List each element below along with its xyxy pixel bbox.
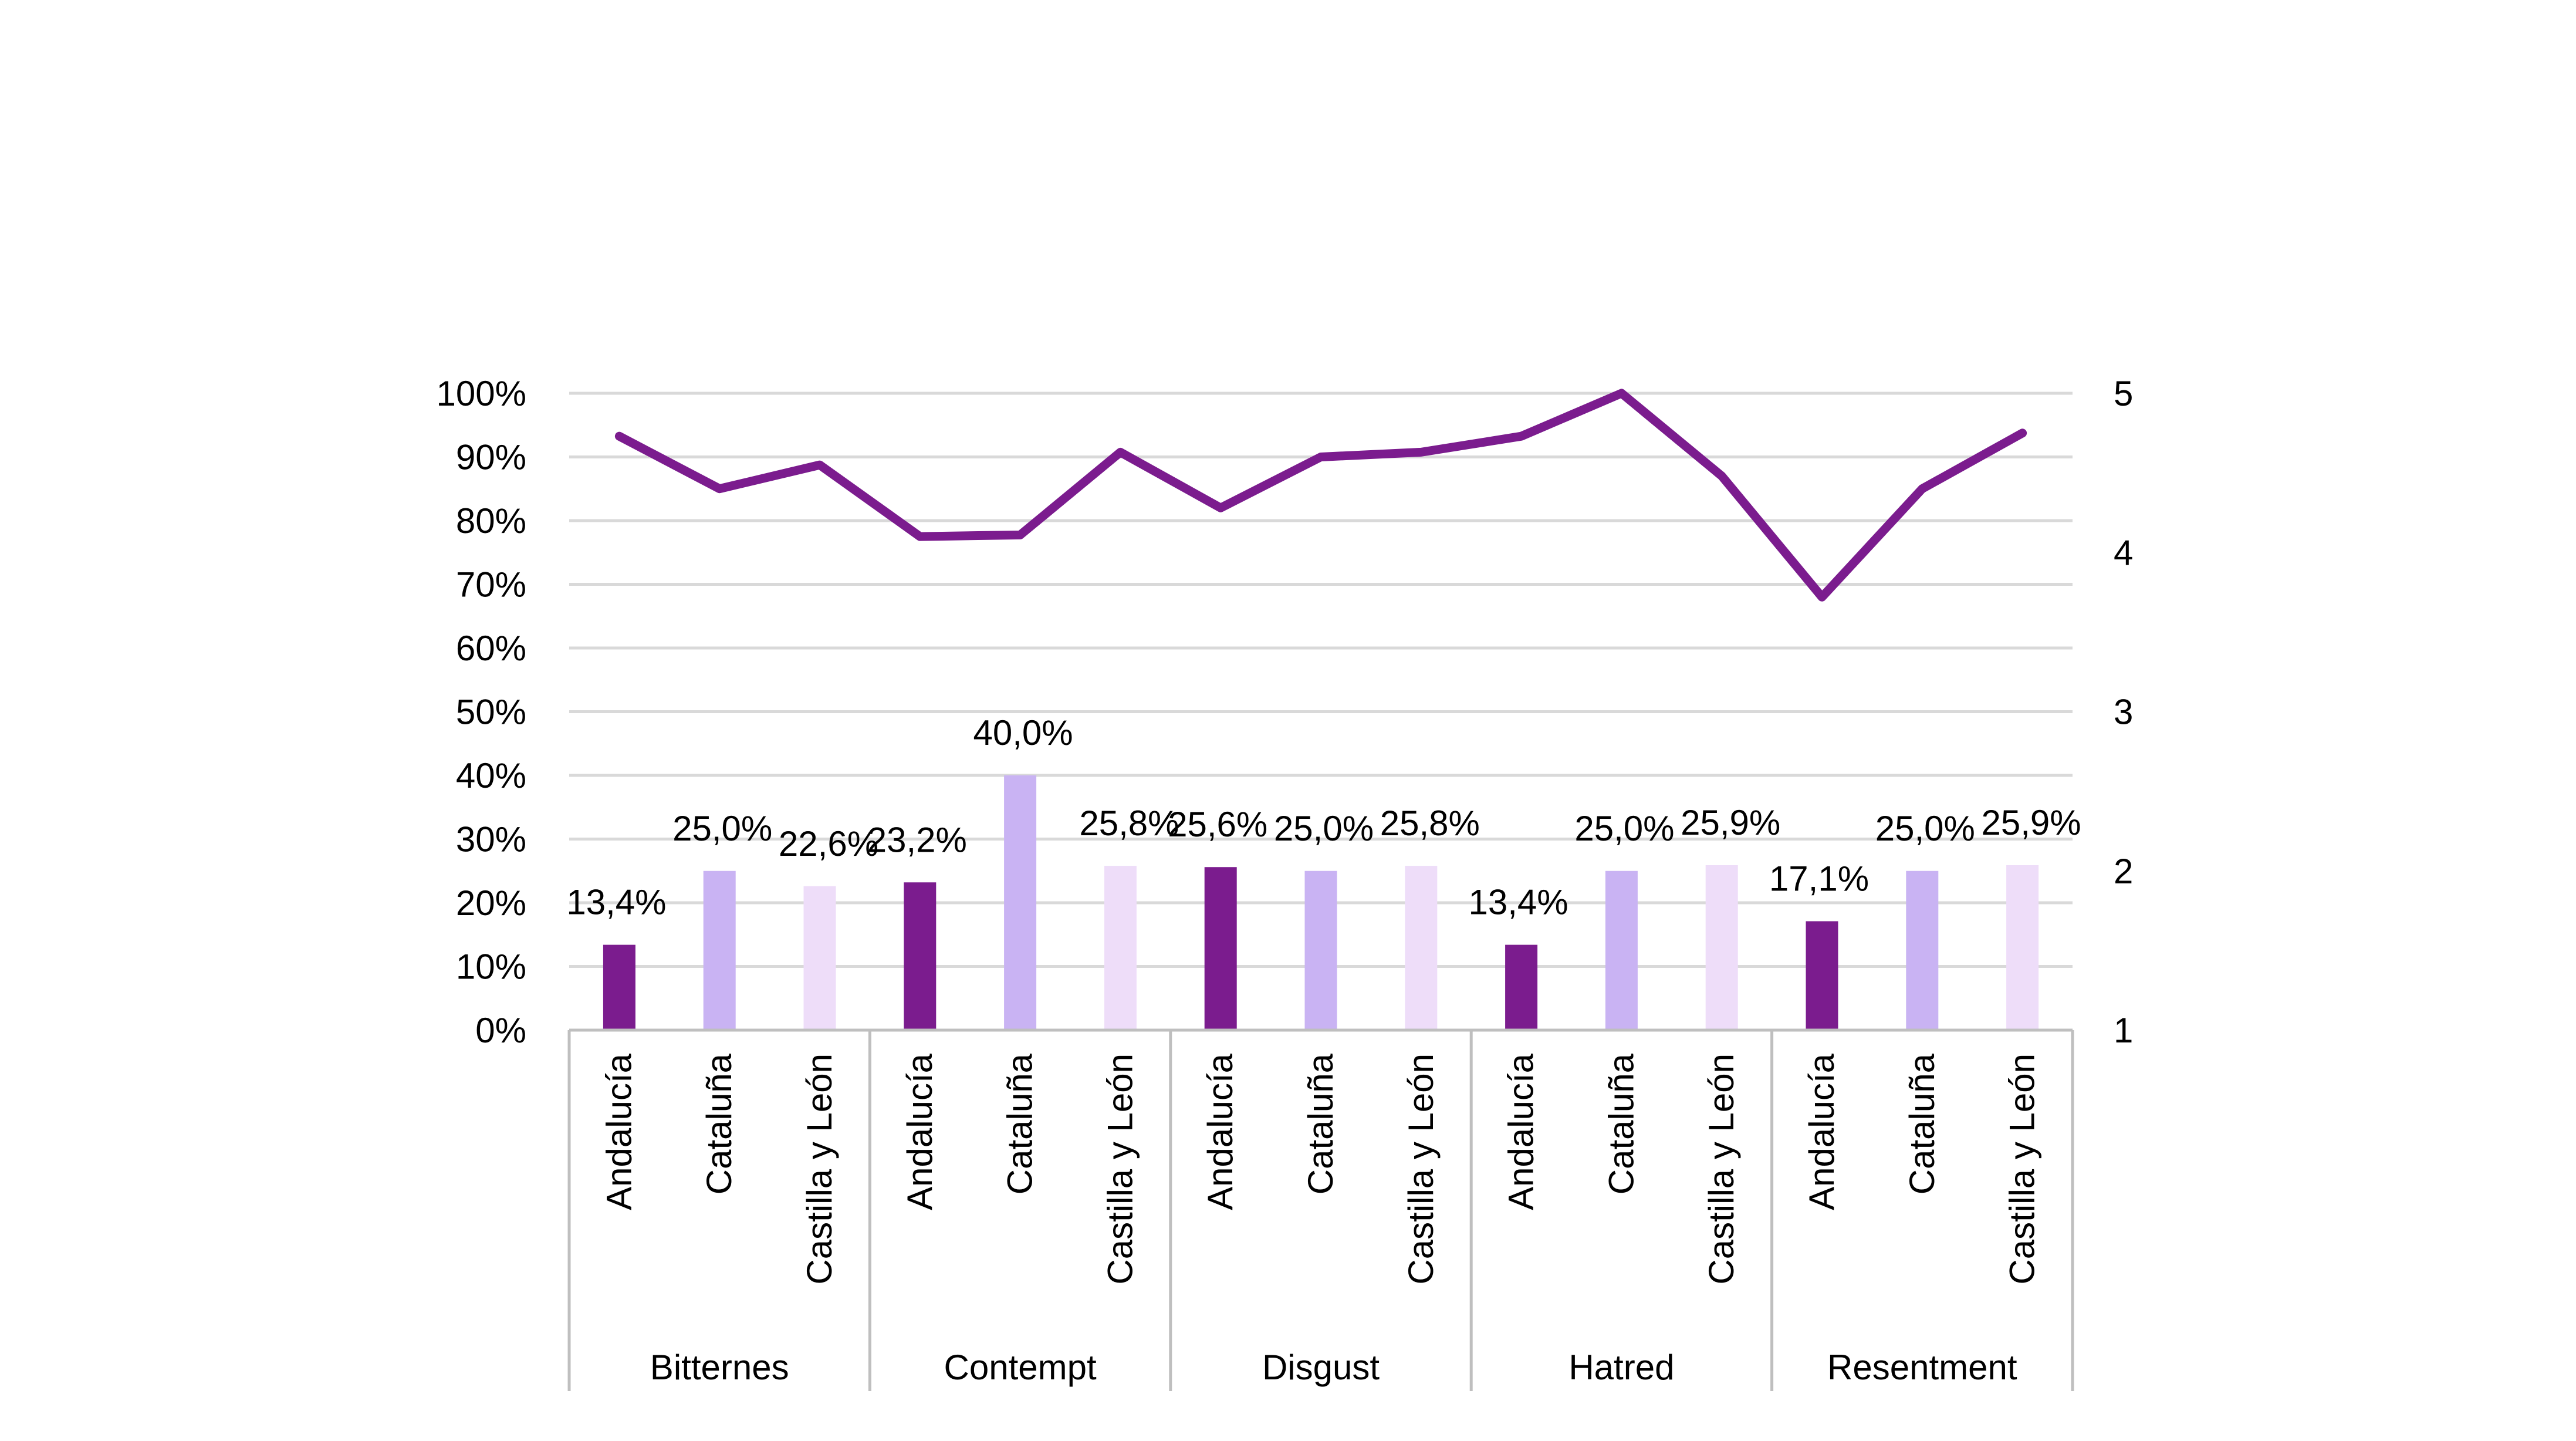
category-label: Andalucía xyxy=(1502,1053,1541,1210)
line-point xyxy=(618,436,620,437)
bar-data-labels: 13,4%25,0% 22,6%23,2%40,0%25,8%25,6% 25,0%… xyxy=(566,713,2081,922)
left-axis-ticks: 0% 10% 20% 30% 40% 50% 60% 70% 80% 90% 100% xyxy=(437,374,526,1050)
group-label: Disgust xyxy=(1262,1348,1380,1387)
bar xyxy=(1405,866,1438,1030)
bar-data-label: 13,4% xyxy=(1469,883,1568,922)
line-series xyxy=(614,389,2027,602)
line-point xyxy=(1320,456,1321,458)
bar-data-label: 25,9% xyxy=(1681,803,1780,842)
line-point xyxy=(819,464,820,466)
line-point xyxy=(1019,534,1021,536)
category-label: Andalucía xyxy=(900,1053,939,1210)
bar-data-label: 25,0% xyxy=(672,809,772,848)
left-tick-label: 50% xyxy=(456,693,526,732)
category-label: Andalucía xyxy=(1802,1053,1841,1210)
line-point xyxy=(1520,436,1522,437)
right-tick-label: 4 xyxy=(2114,533,2133,572)
bar xyxy=(603,944,635,1030)
bar xyxy=(1705,865,1738,1030)
left-tick-label: 20% xyxy=(456,883,526,923)
line-point xyxy=(1420,451,1422,453)
left-tick-label: 70% xyxy=(456,565,526,605)
right-tick-label: 5 xyxy=(2114,374,2133,413)
bar xyxy=(1104,866,1137,1030)
left-tick-label: 40% xyxy=(456,756,526,795)
category-label: Cataluña xyxy=(1601,1053,1641,1194)
bar-data-label: 22,6% xyxy=(779,824,878,863)
bar-data-label: 17,1% xyxy=(1769,859,1869,898)
category-label: Andalucía xyxy=(599,1053,638,1210)
bar-data-label: 25,0% xyxy=(1274,809,1374,848)
left-tick-label: 10% xyxy=(456,947,526,987)
category-label: Cataluña xyxy=(1902,1053,1942,1194)
right-tick-label: 2 xyxy=(2114,852,2133,891)
line-point xyxy=(1721,475,1723,477)
bar xyxy=(1004,775,1037,1030)
bar-data-label: 40,0% xyxy=(973,713,1073,752)
category-label: Castilla y León xyxy=(800,1054,839,1285)
bars xyxy=(603,775,2039,1030)
line-point xyxy=(1621,393,1622,394)
bar xyxy=(1304,870,1337,1030)
bar-data-label: 25,6% xyxy=(1168,805,1267,844)
line-series-path xyxy=(614,389,2027,602)
bar-data-label: 23,2% xyxy=(867,820,967,859)
right-tick-label: 3 xyxy=(2114,693,2133,732)
bar-data-label: 25,0% xyxy=(1875,809,1975,848)
right-tick-label: 1 xyxy=(2114,1011,2133,1050)
left-tick-label: 0% xyxy=(475,1011,526,1050)
bar xyxy=(1806,921,1838,1030)
line-point xyxy=(919,536,921,538)
category-label: Castilla y León xyxy=(1401,1054,1441,1285)
bar-data-label: 25,0% xyxy=(1574,809,1674,848)
bar-data-label: 13,4% xyxy=(566,883,666,922)
bar xyxy=(1505,944,1538,1030)
line-point xyxy=(1821,596,1823,598)
bar xyxy=(1605,870,1638,1030)
bar xyxy=(703,870,736,1030)
group-label: Resentment xyxy=(1827,1348,2017,1387)
category-labels: Andalucía Cataluña Castilla y León Andalucí… xyxy=(599,1053,2041,1284)
group-label: Hatred xyxy=(1568,1348,1674,1387)
category-label: Cataluña xyxy=(1301,1053,1340,1194)
left-tick-label: 80% xyxy=(456,501,526,541)
left-tick-label: 90% xyxy=(456,438,526,477)
category-label: Cataluña xyxy=(699,1053,739,1194)
bar xyxy=(1906,870,1939,1030)
bar xyxy=(1204,867,1237,1030)
category-label: Castilla y León xyxy=(1100,1054,1140,1285)
category-label: Andalucía xyxy=(1201,1053,1240,1210)
bar xyxy=(2006,865,2039,1030)
line-point xyxy=(2021,432,2023,434)
left-tick-label: 60% xyxy=(456,629,526,668)
group-labels: Bitternes Contempt Disgust Hatred Resentment xyxy=(650,1348,2017,1387)
line-point xyxy=(1120,451,1121,453)
bar xyxy=(904,882,937,1030)
x-axis xyxy=(567,1028,2074,1391)
left-tick-label: 100% xyxy=(437,374,526,413)
line-point xyxy=(1921,488,1923,490)
category-label: Cataluña xyxy=(1000,1053,1040,1194)
group-label: Bitternes xyxy=(650,1348,789,1387)
line-point xyxy=(719,488,721,490)
bar xyxy=(803,886,836,1030)
right-axis-ticks: 1 2 3 4 5 xyxy=(2114,374,2133,1050)
bar-data-label: 25,8% xyxy=(1380,804,1480,843)
bar-data-label: 25,9% xyxy=(1982,803,2081,842)
category-label: Castilla y León xyxy=(2003,1054,2042,1285)
group-label: Contempt xyxy=(944,1348,1097,1387)
left-tick-label: 30% xyxy=(456,820,526,859)
bar-data-label: 25,8% xyxy=(1079,804,1179,843)
category-label: Castilla y León xyxy=(1702,1054,1741,1285)
line-point xyxy=(1220,507,1222,509)
